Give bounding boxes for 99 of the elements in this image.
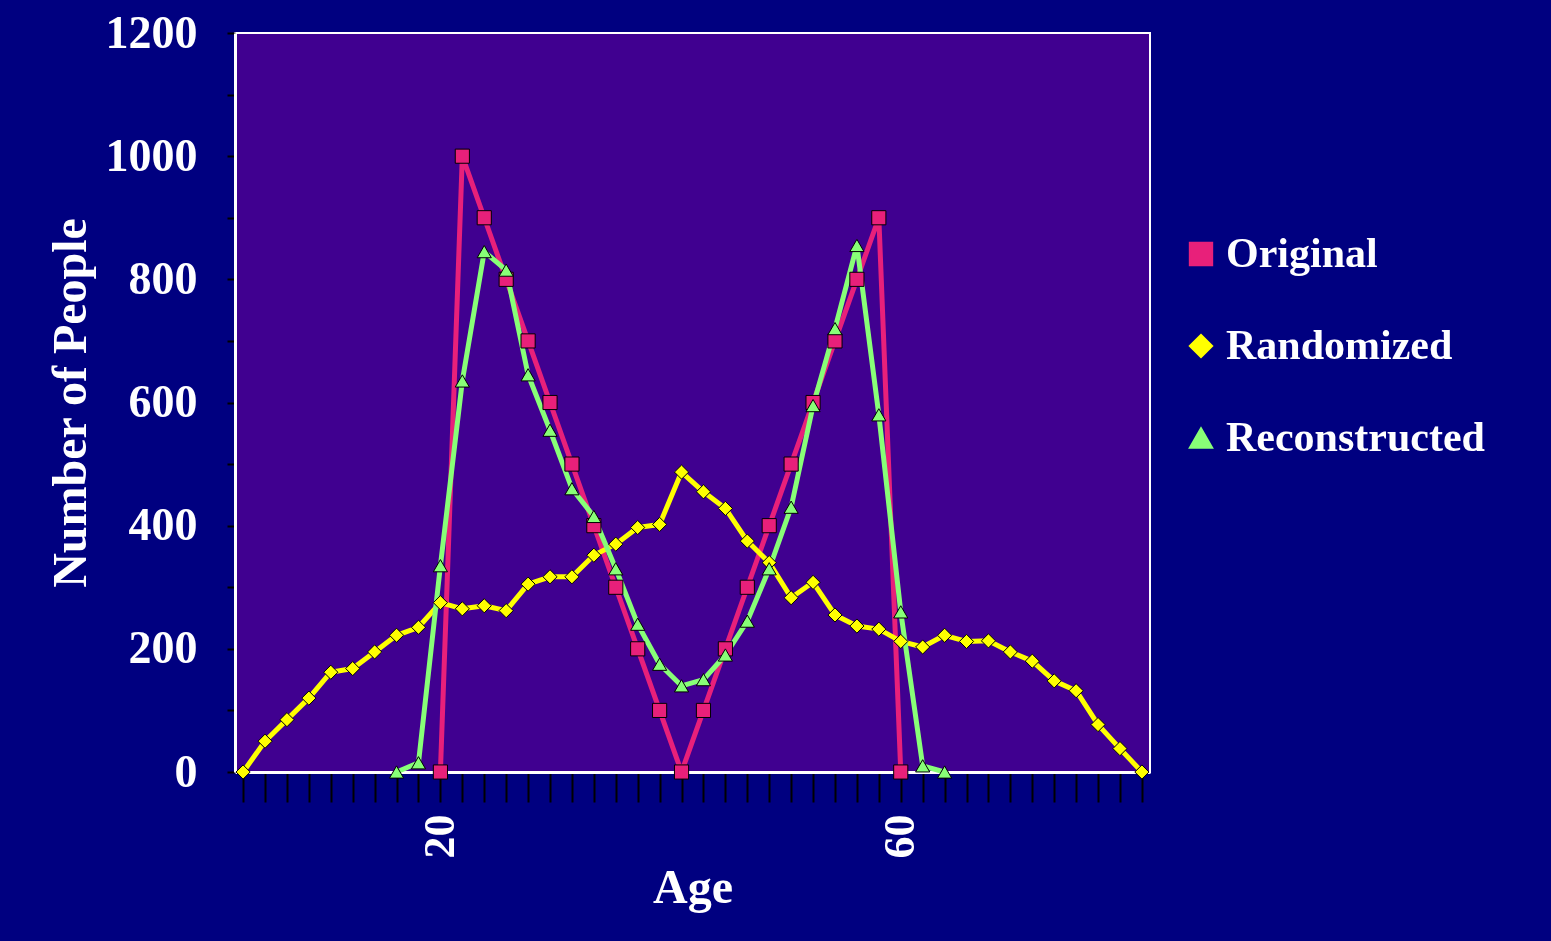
point bbox=[871, 621, 887, 637]
point bbox=[520, 576, 536, 592]
point bbox=[564, 456, 580, 472]
x-tick-label: 60 bbox=[875, 814, 925, 859]
point bbox=[937, 765, 953, 779]
point bbox=[432, 559, 448, 573]
legend-label: Reconstructed bbox=[1226, 414, 1485, 460]
point bbox=[279, 712, 295, 728]
point bbox=[564, 482, 580, 496]
point bbox=[673, 764, 690, 780]
x-axis-title: Age bbox=[653, 859, 733, 913]
y-axis-title: Number of People bbox=[42, 218, 96, 588]
point bbox=[695, 702, 712, 718]
point bbox=[849, 238, 865, 253]
point bbox=[454, 148, 470, 164]
point bbox=[739, 614, 755, 628]
point bbox=[937, 627, 953, 643]
point bbox=[717, 500, 733, 516]
point bbox=[476, 598, 492, 614]
point bbox=[652, 657, 668, 671]
point bbox=[893, 633, 909, 650]
point bbox=[542, 394, 558, 411]
point bbox=[520, 333, 536, 349]
point bbox=[761, 562, 777, 576]
y-tick-label: 800 bbox=[128, 252, 198, 304]
point bbox=[1068, 683, 1084, 699]
point bbox=[695, 484, 712, 500]
point bbox=[1046, 673, 1062, 689]
point bbox=[630, 617, 646, 631]
point bbox=[827, 333, 843, 349]
point bbox=[388, 765, 405, 779]
point bbox=[783, 590, 799, 606]
point bbox=[498, 603, 514, 619]
point bbox=[1002, 644, 1018, 660]
y-tick-label: 1000 bbox=[105, 129, 198, 181]
point bbox=[542, 569, 558, 585]
point bbox=[586, 509, 602, 524]
point bbox=[608, 579, 624, 595]
point bbox=[673, 679, 690, 693]
point bbox=[958, 633, 975, 650]
point bbox=[805, 574, 821, 590]
point bbox=[980, 633, 997, 649]
point bbox=[432, 764, 448, 780]
point bbox=[542, 423, 558, 437]
y-tick-label: 600 bbox=[128, 376, 198, 427]
point bbox=[630, 641, 646, 657]
point bbox=[388, 627, 405, 643]
point bbox=[827, 321, 843, 336]
point bbox=[520, 368, 536, 382]
point bbox=[673, 464, 690, 480]
y-tick-label: 200 bbox=[128, 622, 198, 674]
point bbox=[454, 601, 470, 617]
point bbox=[739, 579, 755, 595]
point bbox=[849, 618, 865, 634]
point bbox=[1134, 764, 1150, 780]
point bbox=[893, 605, 909, 619]
point bbox=[301, 690, 317, 706]
point bbox=[871, 408, 887, 422]
point bbox=[323, 664, 339, 680]
point bbox=[739, 533, 755, 549]
y-tick-label: 400 bbox=[128, 499, 198, 551]
legend-label: Original bbox=[1226, 230, 1378, 276]
point bbox=[893, 764, 909, 780]
y-tick-label: 1200 bbox=[105, 6, 198, 58]
point bbox=[454, 374, 470, 388]
point bbox=[608, 562, 624, 576]
point bbox=[608, 536, 624, 552]
point bbox=[257, 733, 273, 749]
point bbox=[849, 271, 865, 287]
point bbox=[586, 547, 602, 563]
point bbox=[476, 210, 492, 226]
point bbox=[476, 245, 492, 259]
point bbox=[783, 500, 799, 514]
point bbox=[717, 648, 733, 662]
point bbox=[235, 764, 251, 780]
point bbox=[410, 619, 427, 635]
point bbox=[1090, 717, 1106, 733]
y-tick-label: 0 bbox=[174, 745, 198, 797]
point bbox=[652, 516, 668, 533]
point bbox=[367, 644, 383, 660]
point bbox=[805, 398, 821, 413]
point bbox=[345, 660, 361, 677]
point bbox=[827, 607, 843, 623]
point bbox=[564, 569, 580, 585]
point bbox=[915, 759, 931, 773]
point bbox=[410, 756, 427, 770]
point bbox=[783, 456, 799, 472]
point bbox=[630, 519, 646, 536]
point bbox=[1024, 653, 1040, 669]
point bbox=[915, 639, 931, 655]
point bbox=[498, 263, 514, 277]
point bbox=[695, 673, 712, 687]
point bbox=[761, 518, 777, 534]
legend-label: Randomized bbox=[1226, 322, 1453, 368]
point bbox=[652, 702, 668, 718]
x-tick-label: 20 bbox=[414, 814, 464, 859]
point bbox=[432, 595, 448, 611]
point bbox=[1112, 741, 1128, 757]
point bbox=[871, 210, 887, 226]
